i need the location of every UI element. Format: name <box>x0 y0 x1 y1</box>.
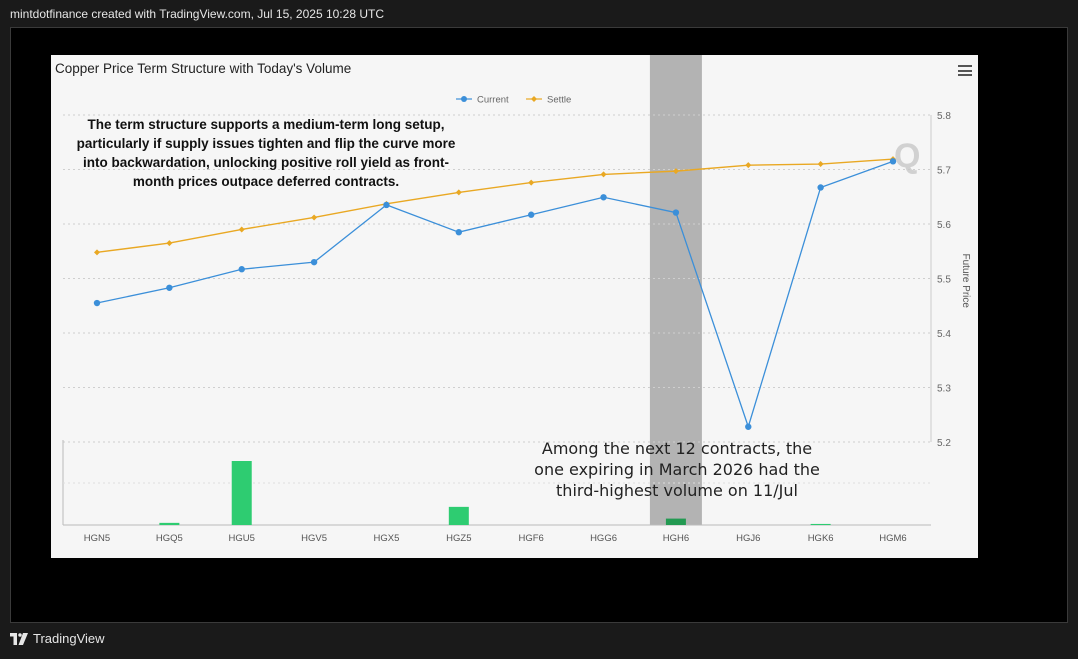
chart-title: Copper Price Term Structure with Today's… <box>55 61 352 76</box>
data-point-current <box>93 299 101 307</box>
data-point-current <box>238 266 245 273</box>
data-point-current <box>745 423 752 430</box>
data-point-current <box>383 201 390 209</box>
data-point-current <box>817 184 824 191</box>
footer: TradingView <box>10 631 105 646</box>
volume-bar <box>665 518 686 525</box>
x-tick-label: HGQ5 <box>156 533 183 544</box>
volume-bar <box>810 523 831 525</box>
y-tick-label: 5.2 <box>937 438 951 449</box>
data-point-settle <box>745 162 752 169</box>
series-line-current <box>96 160 894 429</box>
data-point-current <box>455 228 463 236</box>
y-tick-label: 5.6 <box>937 220 951 231</box>
chart-card: 5.2 5.3 5.4 5.5 5.6 5.7 5.8 Future Price HGN5 HGQ… <box>51 55 978 558</box>
data-point-current <box>166 284 173 291</box>
x-tick-label: HGM6 <box>879 533 906 544</box>
y-tick-label: 5.5 <box>937 275 951 286</box>
data-point-settle <box>94 249 100 256</box>
hamburger-menu-icon[interactable] <box>958 65 972 76</box>
data-point-settle <box>238 226 245 233</box>
x-tick-label: HGG6 <box>590 533 617 544</box>
data-point-settle <box>455 189 462 196</box>
y-tick-label: 5.3 <box>937 384 951 395</box>
x-tick-label: HGH6 <box>663 533 689 544</box>
legend-marker <box>461 96 467 102</box>
legend-label: Current <box>477 95 509 106</box>
chart-svg: 5.2 5.3 5.4 5.5 5.6 5.7 5.8 Future Price HGN5 HGQ… <box>62 55 971 544</box>
annotation-volume: Among the next 12 contracts, the one exp… <box>534 439 820 500</box>
y-tick-label: 5.4 <box>937 329 951 340</box>
y-tick-label: 5.7 <box>937 166 951 177</box>
x-tick-label: HGJ6 <box>736 533 760 544</box>
annotation-main: The term structure supports a medium-ter… <box>76 117 456 189</box>
data-point-settle <box>600 171 607 178</box>
data-point-current <box>672 209 680 216</box>
highlight-band <box>649 55 702 525</box>
data-point-settle <box>166 240 173 247</box>
y-tick-label: 5.8 <box>937 111 951 122</box>
legend-marker <box>531 96 537 102</box>
data-point-current <box>527 211 535 218</box>
header-bar: mintdotfinance created with TradingView.… <box>0 0 1078 28</box>
volume-bar <box>448 506 469 525</box>
x-tick-label: HGZ5 <box>446 533 471 544</box>
data-point-settle <box>311 214 318 221</box>
data-point-settle <box>672 168 679 175</box>
watermark-q-icon: Q <box>894 137 920 175</box>
footer-brand: TradingView <box>33 631 105 646</box>
tradingview-logo-icon <box>10 632 28 645</box>
data-point-settle <box>817 161 824 168</box>
header-caption: mintdotfinance created with TradingView.… <box>10 7 384 21</box>
x-tick-label: HGU5 <box>229 533 255 544</box>
x-tick-label: HGF6 <box>519 533 544 544</box>
legend-label: Settle <box>547 95 571 106</box>
x-tick-label: HGN5 <box>84 533 110 544</box>
series-line-settle <box>96 158 894 254</box>
x-tick-label: HGV5 <box>301 533 327 544</box>
data-point-settle <box>528 179 535 186</box>
y-axis-label: Future Price <box>960 254 971 309</box>
x-tick-label: HGK6 <box>808 533 834 544</box>
data-point-current <box>310 258 318 266</box>
data-point-current <box>600 194 607 201</box>
volume-bar <box>159 522 180 525</box>
x-tick-label: HGX5 <box>374 533 400 544</box>
volume-bar <box>231 461 252 525</box>
data-point-current <box>889 158 897 165</box>
